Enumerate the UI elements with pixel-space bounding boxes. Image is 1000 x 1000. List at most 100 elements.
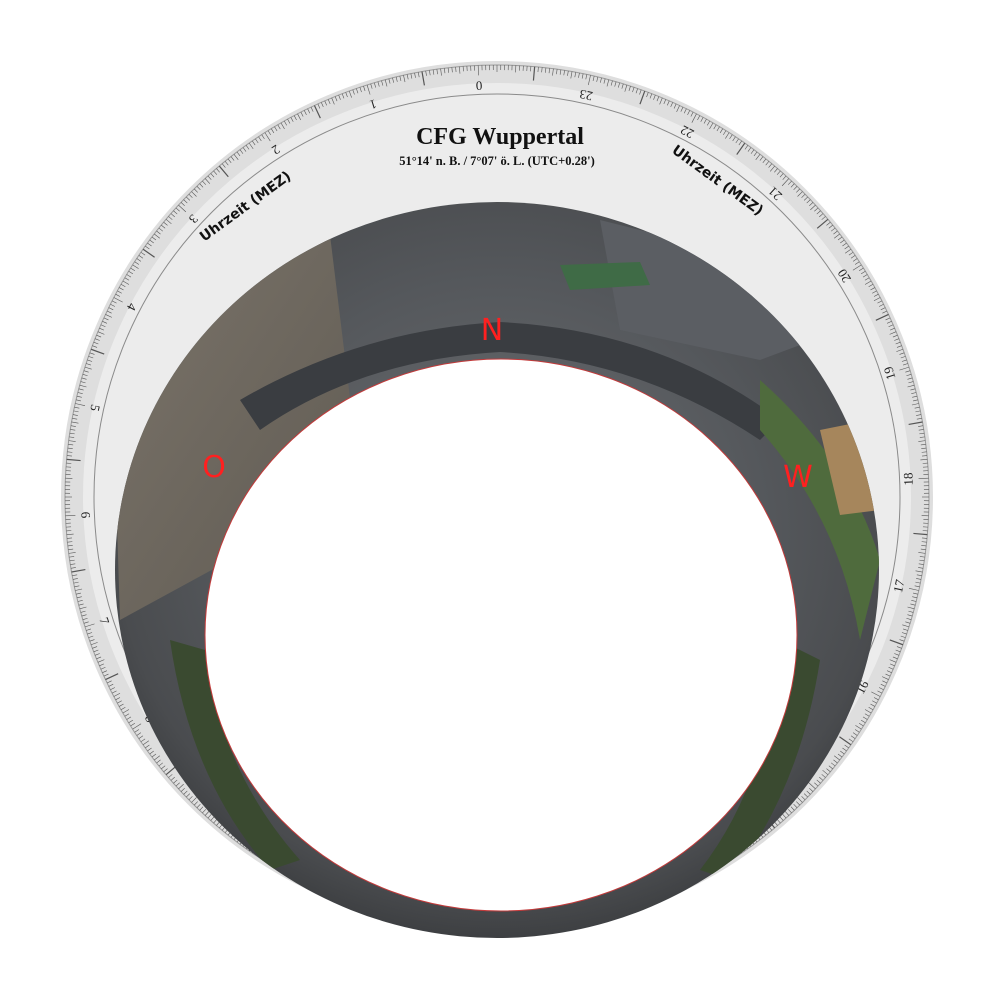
scale-tick xyxy=(186,793,191,798)
scale-tick xyxy=(744,145,749,150)
scale-tick xyxy=(132,723,142,730)
chart-title: CFG Wuppertal xyxy=(416,124,584,150)
scale-tick xyxy=(796,188,801,193)
hour-label: 18 xyxy=(900,472,916,486)
scale-tick xyxy=(359,87,362,93)
scale-tick xyxy=(908,381,914,384)
scale-tick xyxy=(864,709,872,714)
scale-tick xyxy=(84,623,95,628)
scale-tick xyxy=(781,178,790,187)
scale-tick xyxy=(915,410,921,413)
scale-tick xyxy=(83,621,89,624)
scale-tick xyxy=(110,687,115,691)
scale-tick xyxy=(83,370,89,373)
scale-tick xyxy=(816,218,829,229)
scale-tick xyxy=(912,596,918,599)
hour-label: 6 xyxy=(78,511,93,519)
scale-tick xyxy=(908,421,923,426)
scale-tick xyxy=(911,392,917,394)
scale-tick xyxy=(621,83,624,89)
scale-tick xyxy=(399,76,402,82)
scale-tick xyxy=(410,73,413,79)
scale-tick xyxy=(790,806,795,811)
scale-tick xyxy=(556,69,558,75)
scale-tick xyxy=(414,72,416,78)
scale-tick xyxy=(96,334,102,338)
scale-tick xyxy=(649,93,653,99)
scale-tick xyxy=(882,310,888,314)
scale-tick xyxy=(821,774,826,778)
scale-tick xyxy=(603,78,606,84)
scale-tick xyxy=(858,267,864,271)
scale-tick xyxy=(338,94,341,100)
scale-tick xyxy=(115,697,121,701)
scale-tick xyxy=(793,186,798,191)
scale-tick xyxy=(747,147,752,152)
scale-tick xyxy=(895,649,901,653)
scale-tick xyxy=(297,113,302,121)
scale-tick xyxy=(105,314,112,318)
scale-tick xyxy=(142,740,150,746)
scale-tick xyxy=(366,84,371,95)
scale-tick xyxy=(782,814,787,819)
scale-tick xyxy=(911,403,919,406)
scale-tick xyxy=(877,690,883,694)
scale-tick xyxy=(80,381,86,384)
scale-tick xyxy=(142,248,155,258)
hour-label: 1 xyxy=(368,96,379,112)
scale-tick xyxy=(910,603,916,606)
scale-tick xyxy=(680,106,684,112)
scale-tick xyxy=(90,348,105,355)
scale-tick xyxy=(762,158,767,164)
scale-tick xyxy=(901,632,907,635)
scale-tick xyxy=(919,432,925,435)
scale-tick xyxy=(858,723,864,727)
scale-tick xyxy=(896,646,902,649)
scale-tick xyxy=(750,149,755,154)
scale-tick xyxy=(833,230,838,235)
scale-tick xyxy=(868,284,874,288)
scale-tick xyxy=(138,255,144,259)
scale-tick xyxy=(161,224,166,229)
scale-tick xyxy=(907,606,915,610)
scale-tick xyxy=(814,207,819,212)
scale-tick xyxy=(67,447,73,449)
scale-tick xyxy=(406,74,409,80)
scale-tick xyxy=(888,666,894,670)
scale-tick xyxy=(193,188,198,193)
scale-tick xyxy=(111,300,117,304)
scale-tick xyxy=(850,735,856,739)
scale-tick xyxy=(854,729,860,733)
scale-tick xyxy=(735,138,739,144)
scale-tick xyxy=(882,680,888,684)
scale-tick xyxy=(156,759,161,764)
scale-tick xyxy=(920,459,928,461)
scale-tick xyxy=(175,782,180,787)
scale-tick xyxy=(809,202,814,207)
scale-tick xyxy=(610,80,613,86)
scale-tick xyxy=(879,687,884,691)
scale-tick xyxy=(447,67,449,73)
scale-tick xyxy=(67,545,73,547)
scale-tick xyxy=(132,264,139,269)
scale-tick xyxy=(73,410,79,413)
scale-tick xyxy=(186,196,191,201)
scale-tick xyxy=(74,585,80,588)
scale-tick xyxy=(581,73,584,79)
scale-tick xyxy=(765,161,770,166)
compass-west: W xyxy=(783,460,813,495)
scale-tick xyxy=(377,81,380,87)
scale-tick xyxy=(290,117,294,122)
scale-tick xyxy=(690,111,694,117)
scale-tick xyxy=(122,709,130,714)
scale-tick xyxy=(907,377,913,380)
scale-tick xyxy=(68,548,74,550)
scale-tick xyxy=(79,384,87,388)
scale-tick xyxy=(242,147,247,152)
scale-tick xyxy=(868,706,874,710)
scale-tick xyxy=(894,653,900,656)
scale-tick xyxy=(87,359,93,362)
scale-tick xyxy=(659,97,663,105)
scale-tick xyxy=(852,732,858,736)
